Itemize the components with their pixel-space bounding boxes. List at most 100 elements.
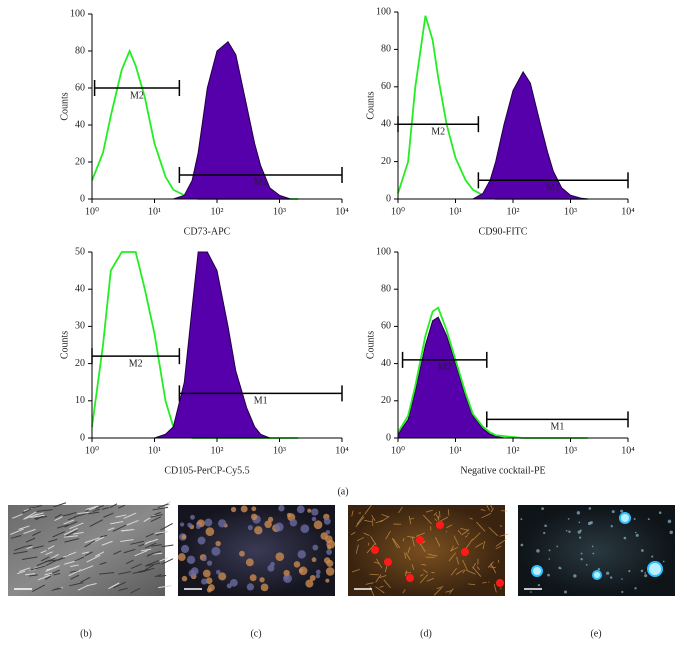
nucleus <box>196 524 201 529</box>
fiber <box>439 511 440 517</box>
nucleus <box>326 560 333 567</box>
x-tick-label: 10⁴ <box>621 445 635 456</box>
speck <box>651 556 653 558</box>
speck <box>580 530 582 532</box>
x-axis-title: CD105-PerCP-Cy5.5 <box>164 465 249 476</box>
nucleus <box>190 515 195 520</box>
nucleus <box>311 508 318 515</box>
speck <box>606 572 609 575</box>
lipid <box>371 546 379 554</box>
x-tick-label: 10⁴ <box>621 206 635 217</box>
speck <box>530 591 532 593</box>
nucleus <box>206 527 215 536</box>
nucleus <box>251 514 257 520</box>
nucleus <box>278 505 284 511</box>
speck <box>611 525 613 527</box>
speck <box>548 558 550 560</box>
x-tick-label: 10⁰ <box>85 445 99 456</box>
nodule <box>532 566 542 576</box>
nucleus <box>275 552 284 561</box>
speck <box>568 530 570 532</box>
gate-label: M1 <box>546 183 560 194</box>
nucleus <box>182 535 187 540</box>
nucleus <box>211 547 220 556</box>
nucleus <box>241 506 248 513</box>
gate-label: M1 <box>254 396 268 407</box>
nucleus <box>324 518 331 525</box>
nucleus <box>248 525 253 530</box>
nodule <box>593 571 601 579</box>
y-tick-label: 60 <box>381 321 391 332</box>
x-tick-label: 10³ <box>564 445 577 456</box>
y-tick-label: 20 <box>381 156 391 167</box>
speck <box>520 518 522 520</box>
nucleus <box>297 505 305 513</box>
nucleus <box>259 577 264 582</box>
nucleus <box>290 519 298 527</box>
y-tick-label: 50 <box>75 246 85 257</box>
lipid <box>416 536 424 544</box>
speck <box>644 574 647 577</box>
x-tick-label: 10¹ <box>148 445 161 456</box>
speck <box>636 534 639 537</box>
gate-label: M2 <box>129 358 143 369</box>
x-tick-label: 10⁴ <box>335 445 349 456</box>
x-tick-label: 10⁰ <box>391 445 405 456</box>
speck <box>558 567 560 569</box>
y-tick-label: 100 <box>376 246 391 257</box>
speck <box>544 524 547 527</box>
speck <box>634 518 636 520</box>
panel-label: (b) <box>80 628 92 639</box>
nucleus <box>218 519 226 527</box>
nucleus <box>182 576 188 582</box>
y-tick-label: 100 <box>70 8 85 19</box>
speck <box>579 537 581 539</box>
y-tick-label: 30 <box>75 321 85 332</box>
x-tick-label: 10² <box>507 445 520 456</box>
nucleus <box>198 537 206 545</box>
nucleus <box>189 570 196 577</box>
speck <box>566 530 568 532</box>
speck <box>641 570 644 573</box>
x-tick-label: 10⁰ <box>391 206 405 217</box>
lipid <box>461 548 469 556</box>
speck <box>624 537 627 540</box>
y-axis-title: Counts <box>365 331 376 359</box>
y-tick-label: 0 <box>386 193 391 204</box>
speck <box>648 518 650 520</box>
y-axis-title: Counts <box>59 331 70 359</box>
y-tick-label: 0 <box>386 432 391 443</box>
speck <box>549 549 551 551</box>
nucleus <box>299 568 303 572</box>
nucleus <box>218 572 226 580</box>
y-tick-label: 10 <box>75 395 85 406</box>
x-tick-label: 10³ <box>273 445 286 456</box>
nucleus <box>247 583 254 590</box>
panel-label: (d) <box>420 628 432 639</box>
nucleus <box>305 580 313 588</box>
speck <box>669 531 672 534</box>
nucleus <box>180 522 184 526</box>
y-tick-label: 80 <box>75 45 85 56</box>
gate-label: M2 <box>438 362 452 373</box>
speck <box>668 520 672 524</box>
nucleus <box>227 583 232 588</box>
y-tick-label: 40 <box>381 118 391 129</box>
speck <box>573 574 576 577</box>
lipid <box>436 521 444 529</box>
histogram-area <box>92 252 298 438</box>
nucleus <box>326 567 335 576</box>
speck <box>635 532 637 534</box>
nucleus <box>287 513 291 517</box>
x-tick-label: 10¹ <box>449 206 462 217</box>
nodule <box>648 562 662 576</box>
nucleus <box>312 557 317 562</box>
y-tick-label: 80 <box>381 44 391 55</box>
lipid <box>384 558 392 566</box>
panel-label: (a) <box>337 486 348 497</box>
speck <box>577 511 580 514</box>
y-tick-label: 20 <box>75 358 85 369</box>
speck <box>586 564 588 566</box>
gate-label: M1 <box>550 422 564 433</box>
nucleus <box>202 557 207 562</box>
